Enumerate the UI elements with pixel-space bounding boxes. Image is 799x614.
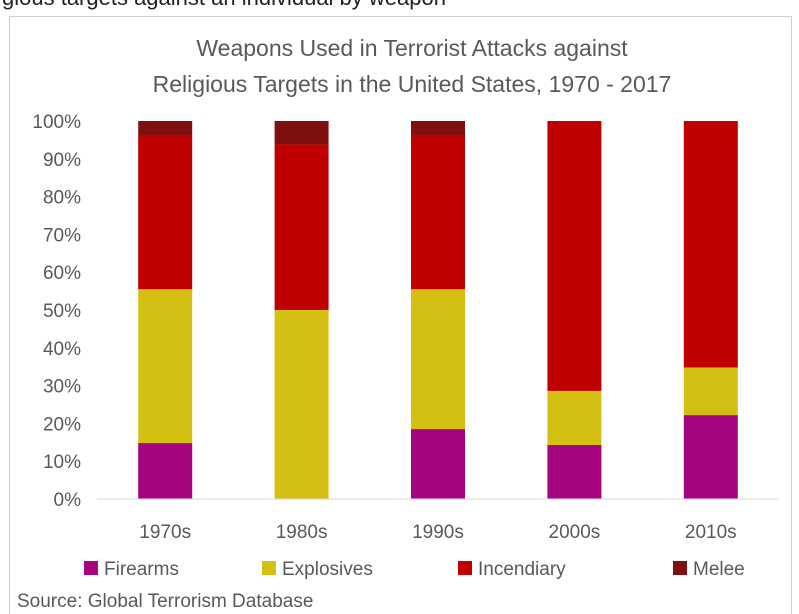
bar-segment-melee-1990s [411,121,465,135]
legend-item-firearms: Firearms [84,559,179,580]
x-tick-label: 1980s [276,522,328,543]
chart-title-line-1: Weapons Used in Terrorist Attacks agains… [196,35,628,61]
bar-segment-melee-1980s [274,121,329,145]
bar-segment-firearms-2000s [547,444,602,499]
bar-segment-incendiary-2010s [683,121,738,368]
y-tick-label: 40% [43,339,81,360]
x-tick-label: 2010s [685,522,737,543]
bar-segment-explosives-1990s [411,289,465,430]
bar-segment-firearms-2010s [683,415,738,499]
legend-label: Explosives [282,559,373,580]
y-tick-label: 70% [43,225,81,246]
bar-segment-firearms-1990s [411,429,465,499]
x-tick-label: 1970s [139,522,191,543]
y-tick-label: 20% [43,414,81,435]
legend-label: Incendiary [478,559,566,580]
legend-swatch [458,561,472,575]
legend-label: Firearms [104,559,179,580]
x-tick-label: 1990s [412,522,464,543]
y-tick-label: 90% [43,150,81,171]
cropped-caption-text: gious targets against an individual by w… [0,0,799,16]
source-note: Source: Global Terrorism Database [17,591,313,612]
bar-segment-incendiary-2000s [547,121,602,391]
bar-segment-incendiary-1970s [138,134,193,290]
y-tick-label: 0% [54,490,82,511]
bar-segment-incendiary-1990s [411,134,465,290]
legend-swatch [84,561,98,575]
bar-segment-incendiary-1980s [274,144,329,310]
legend-swatch [673,561,687,575]
bar-segment-explosives-2010s [683,367,738,416]
bar-segment-explosives-1970s [138,289,193,444]
bar-segment-explosives-2000s [547,390,602,445]
chart-frame [9,16,792,614]
y-tick-label: 10% [43,452,81,473]
chart-title-line-2: Religious Targets in the United States, … [153,71,672,97]
y-tick-label: 60% [43,263,81,284]
y-tick-label: 80% [43,188,81,209]
legend-item-explosives: Explosives [262,559,373,580]
y-tick-label: 30% [43,377,81,398]
x-tick-label: 2000s [549,522,601,543]
legend-item-incendiary: Incendiary [458,559,566,580]
y-tick-label: 50% [43,301,81,322]
legend-item-melee: Melee [673,559,745,580]
bar-segment-melee-1970s [138,121,193,135]
y-tick-label: 100% [32,112,81,133]
bar-segment-firearms-1970s [138,443,193,499]
bar-segment-explosives-1980s [274,310,329,499]
legend-swatch [262,561,276,575]
legend-label: Melee [693,559,745,580]
